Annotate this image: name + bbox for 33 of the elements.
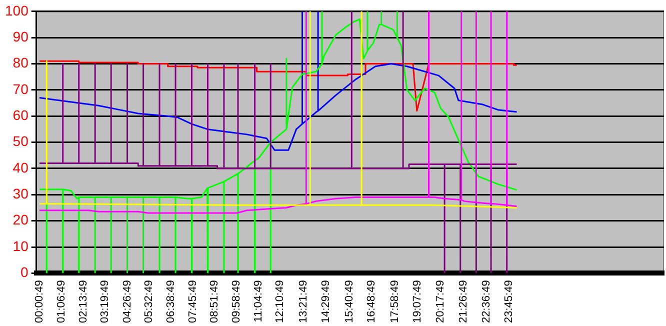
x-tick-label: 21:26:49 — [457, 280, 470, 324]
y-tick-label: 50 — [12, 133, 29, 150]
y-tick-label: 40 — [12, 159, 29, 176]
x-tick-label: 03:19:49 — [99, 280, 112, 324]
x-tick-label: 11:04:49 — [252, 280, 264, 322]
x-tick-label: 17:58:49 — [388, 280, 401, 324]
x-tick-label: 15:40:49 — [343, 280, 356, 324]
y-tick-label: 10 — [12, 238, 29, 254]
y-tick-label: 90 — [12, 28, 29, 44]
x-tick-label: 23:45:49 — [503, 280, 516, 324]
x-tick-label: 19:07:49 — [412, 280, 424, 324]
y-tick-label: 20 — [12, 212, 29, 228]
x-tick-label: 07:45:49 — [186, 280, 199, 324]
y-tick-label: 100 — [5, 2, 29, 18]
x-tick-label: 08:51:49 — [208, 280, 221, 324]
x-tick-label: 06:38:49 — [164, 280, 177, 324]
x-tick-label: 14:29:49 — [320, 280, 332, 324]
x-tick-label: 20:17:49 — [434, 280, 447, 324]
x-tick-label: 09:58:49 — [230, 280, 243, 324]
y-tick-label: 70 — [12, 80, 29, 97]
x-tick-label: 13:21:49 — [298, 280, 310, 324]
y-tick-label: 0 — [20, 264, 29, 280]
y-tick-label: 60 — [12, 106, 29, 123]
x-tick-label: 12:10:49 — [274, 280, 286, 324]
y-tick-label: 30 — [12, 186, 29, 202]
x-tick-label: 01:06:49 — [55, 280, 68, 324]
x-tick-label: 05:32:49 — [143, 280, 156, 324]
x-tick-label: 04:26:49 — [121, 280, 134, 324]
x-tick-label: 16:48:49 — [366, 280, 378, 324]
y-tick-label: 80 — [12, 54, 29, 71]
x-tick-label: 00:00:49 — [34, 280, 46, 324]
x-tick-label: 22:36:49 — [480, 280, 492, 324]
x-tick-label: 02:13:49 — [77, 280, 90, 324]
